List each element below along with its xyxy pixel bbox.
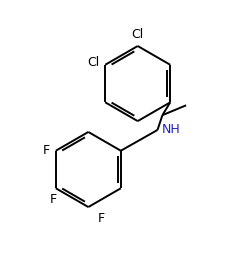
Text: F: F bbox=[43, 144, 50, 157]
Text: F: F bbox=[98, 212, 105, 225]
Text: Cl: Cl bbox=[131, 28, 143, 41]
Text: NH: NH bbox=[161, 124, 179, 136]
Text: F: F bbox=[49, 193, 56, 206]
Text: Cl: Cl bbox=[87, 56, 99, 69]
